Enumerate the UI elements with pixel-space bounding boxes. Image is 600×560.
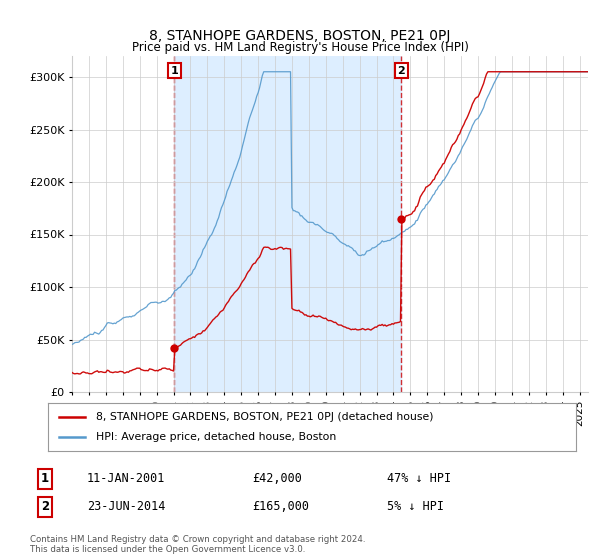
Text: 1: 1: [41, 472, 49, 486]
Text: 2: 2: [398, 66, 405, 76]
Text: 5% ↓ HPI: 5% ↓ HPI: [387, 500, 444, 514]
Text: 8, STANHOPE GARDENS, BOSTON, PE21 0PJ (detached house): 8, STANHOPE GARDENS, BOSTON, PE21 0PJ (d…: [95, 412, 433, 422]
Text: HPI: Average price, detached house, Boston: HPI: Average price, detached house, Bost…: [95, 432, 336, 442]
Text: 47% ↓ HPI: 47% ↓ HPI: [387, 472, 451, 486]
Bar: [174, 56, 401, 392]
Text: £42,000: £42,000: [252, 472, 302, 486]
Text: 11-JAN-2001: 11-JAN-2001: [87, 472, 166, 486]
Text: Price paid vs. HM Land Registry's House Price Index (HPI): Price paid vs. HM Land Registry's House …: [131, 41, 469, 54]
Text: 2: 2: [41, 500, 49, 514]
Text: 1: 1: [170, 66, 178, 76]
Text: £165,000: £165,000: [252, 500, 309, 514]
Text: 23-JUN-2014: 23-JUN-2014: [87, 500, 166, 514]
Text: 8, STANHOPE GARDENS, BOSTON, PE21 0PJ: 8, STANHOPE GARDENS, BOSTON, PE21 0PJ: [149, 29, 451, 44]
Text: Contains HM Land Registry data © Crown copyright and database right 2024.
This d: Contains HM Land Registry data © Crown c…: [30, 535, 365, 554]
